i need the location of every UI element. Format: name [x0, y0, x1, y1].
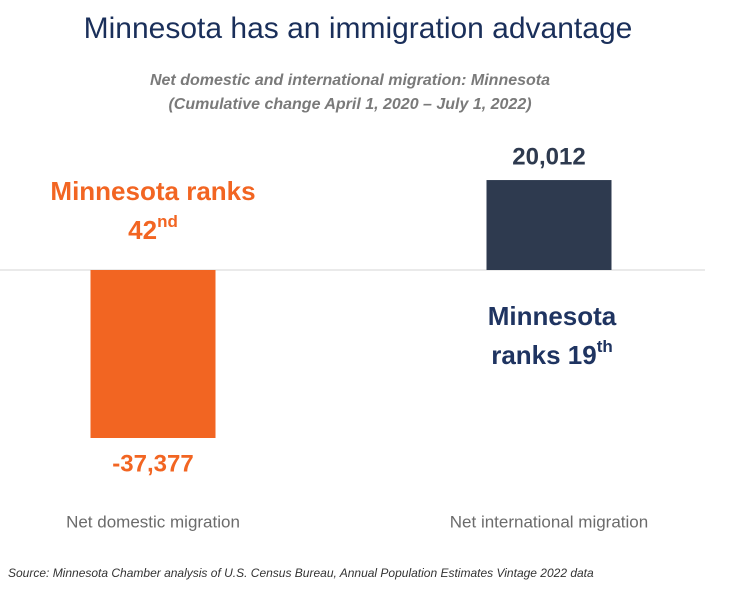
value-label: -37,377 [112, 450, 193, 477]
chart-subtitle: Net domestic and international migration… [150, 72, 550, 89]
annotation: Minnesota [488, 301, 617, 331]
annotation-superscript: nd [157, 212, 178, 231]
value-label: 20,012 [512, 143, 585, 170]
annotation: ranks 19th [491, 337, 613, 369]
annotation-text: 42 [128, 215, 157, 245]
x-tick-label: Net international migration [450, 512, 648, 531]
annotation-superscript: th [597, 337, 613, 356]
chart-subtitle: (Cumulative change April 1, 2020 – July … [168, 96, 531, 113]
x-tick-label: Net domestic migration [66, 512, 240, 531]
annotation: Minnesota ranks [50, 176, 255, 206]
chart-title: Minnesota has an immigration advantage [84, 12, 633, 45]
bar [486, 180, 612, 270]
annotation-text: ranks 19 [491, 340, 597, 370]
bar [90, 270, 216, 438]
source-note: Source: Minnesota Chamber analysis of U.… [8, 566, 594, 580]
annotation: 42nd [128, 212, 178, 244]
